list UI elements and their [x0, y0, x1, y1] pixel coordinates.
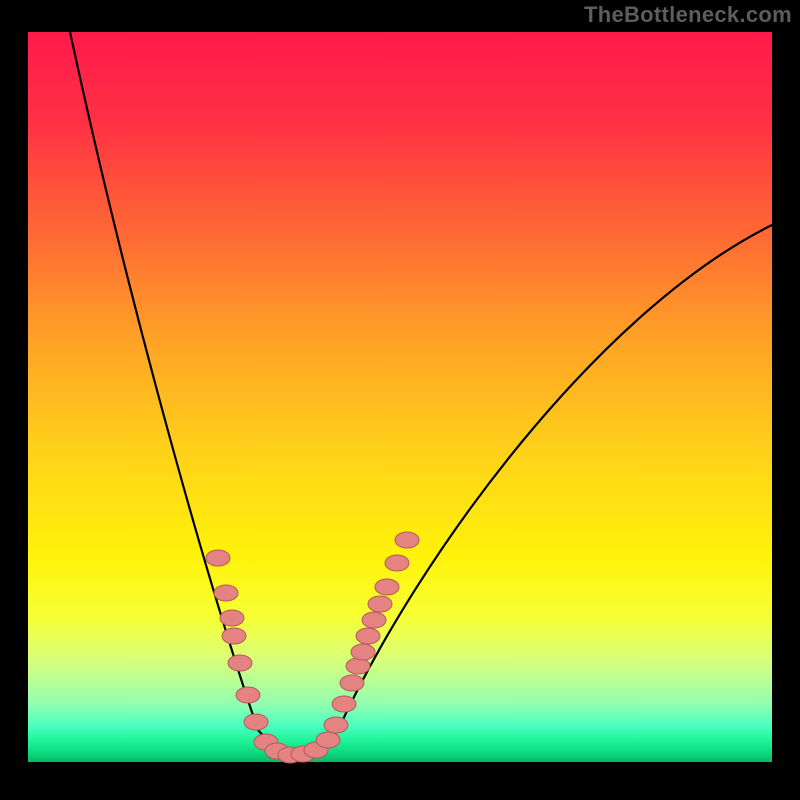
data-marker: [395, 532, 419, 548]
data-marker: [316, 732, 340, 748]
data-marker: [346, 658, 370, 674]
data-marker: [244, 714, 268, 730]
marker-group: [206, 532, 419, 763]
data-marker: [356, 628, 380, 644]
data-marker: [332, 696, 356, 712]
data-marker: [236, 687, 260, 703]
data-marker: [351, 644, 375, 660]
data-marker: [362, 612, 386, 628]
data-marker: [340, 675, 364, 691]
data-marker: [206, 550, 230, 566]
data-marker: [368, 596, 392, 612]
chart-overlay: [0, 0, 800, 800]
data-marker: [228, 655, 252, 671]
watermark-text: TheBottleneck.com: [584, 2, 792, 28]
data-marker: [324, 717, 348, 733]
bottleneck-curve: [70, 32, 772, 755]
data-marker: [385, 555, 409, 571]
data-marker: [214, 585, 238, 601]
data-marker: [220, 610, 244, 626]
chart-frame: TheBottleneck.com: [0, 0, 800, 800]
data-marker: [375, 579, 399, 595]
data-marker: [222, 628, 246, 644]
